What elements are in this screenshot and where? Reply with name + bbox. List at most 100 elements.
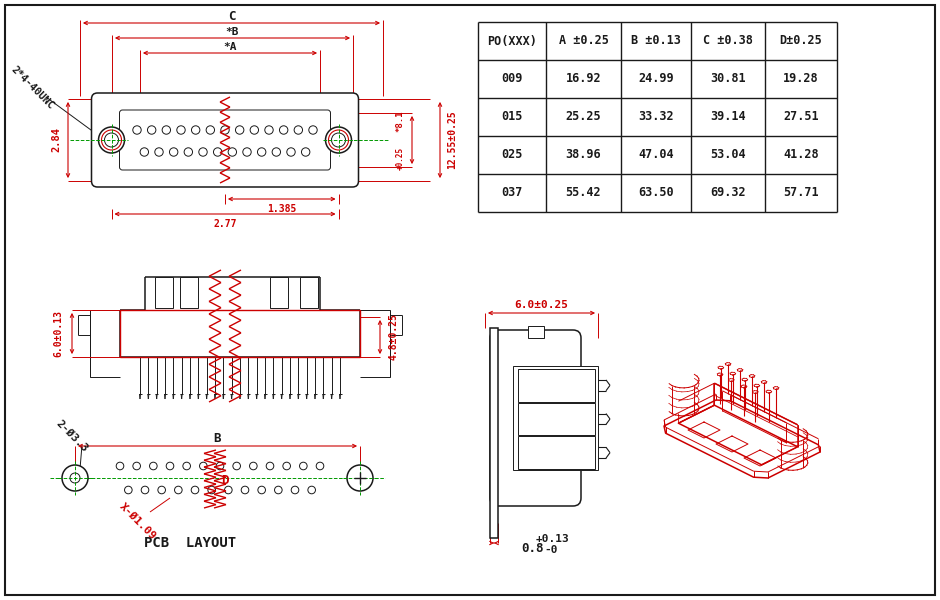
Circle shape bbox=[300, 462, 307, 470]
Circle shape bbox=[62, 465, 88, 491]
Text: 55.42: 55.42 bbox=[566, 187, 602, 199]
Circle shape bbox=[325, 127, 352, 153]
Circle shape bbox=[99, 127, 124, 153]
Bar bbox=[527, 326, 543, 338]
Circle shape bbox=[347, 465, 373, 491]
Text: +0.25: +0.25 bbox=[396, 147, 404, 170]
Circle shape bbox=[148, 126, 156, 134]
Circle shape bbox=[199, 462, 207, 470]
Text: 6.0±0.25: 6.0±0.25 bbox=[514, 300, 569, 310]
Bar bbox=[490, 328, 498, 538]
Circle shape bbox=[198, 148, 207, 156]
Circle shape bbox=[133, 126, 141, 134]
Text: PCB  LAYOUT: PCB LAYOUT bbox=[144, 536, 236, 550]
Text: 69.32: 69.32 bbox=[711, 187, 745, 199]
Circle shape bbox=[175, 486, 182, 494]
Bar bbox=[513, 366, 598, 470]
Bar bbox=[518, 403, 595, 436]
Circle shape bbox=[191, 486, 198, 494]
Bar bbox=[270, 277, 288, 308]
Bar bbox=[180, 277, 198, 308]
Text: 19.28: 19.28 bbox=[783, 73, 819, 85]
Circle shape bbox=[216, 462, 224, 470]
Text: 12.55±0.25: 12.55±0.25 bbox=[447, 110, 457, 169]
Text: 33.32: 33.32 bbox=[638, 110, 674, 124]
Text: *B: *B bbox=[226, 27, 240, 37]
Text: 38.96: 38.96 bbox=[566, 148, 602, 161]
Text: 53.04: 53.04 bbox=[711, 148, 745, 161]
Circle shape bbox=[332, 133, 346, 147]
Text: 30.81: 30.81 bbox=[711, 73, 745, 85]
Circle shape bbox=[169, 148, 178, 156]
Text: -0: -0 bbox=[544, 545, 557, 555]
Circle shape bbox=[141, 486, 149, 494]
Text: D: D bbox=[221, 474, 228, 487]
Text: 015: 015 bbox=[501, 110, 523, 124]
Circle shape bbox=[221, 126, 229, 134]
Text: +0.13: +0.13 bbox=[536, 534, 570, 544]
Circle shape bbox=[250, 126, 258, 134]
Circle shape bbox=[158, 486, 165, 494]
Circle shape bbox=[233, 462, 241, 470]
Text: 16.92: 16.92 bbox=[566, 73, 602, 85]
Text: B: B bbox=[213, 433, 221, 445]
Bar bbox=[120, 310, 360, 357]
Text: 63.50: 63.50 bbox=[638, 187, 674, 199]
Circle shape bbox=[287, 148, 295, 156]
Text: 27.51: 27.51 bbox=[783, 110, 819, 124]
Circle shape bbox=[213, 148, 222, 156]
Circle shape bbox=[309, 126, 317, 134]
Circle shape bbox=[258, 148, 266, 156]
Circle shape bbox=[208, 486, 215, 494]
Text: 24.99: 24.99 bbox=[638, 73, 674, 85]
Text: 2-Ø3.3: 2-Ø3.3 bbox=[55, 418, 90, 454]
Text: 57.71: 57.71 bbox=[783, 187, 819, 199]
FancyBboxPatch shape bbox=[91, 93, 358, 187]
Circle shape bbox=[166, 462, 174, 470]
Text: *8.1: *8.1 bbox=[396, 111, 404, 132]
Text: *A: *A bbox=[224, 42, 237, 52]
FancyBboxPatch shape bbox=[119, 110, 331, 170]
Bar bbox=[300, 277, 318, 308]
Text: C ±0.38: C ±0.38 bbox=[703, 34, 753, 47]
Text: C: C bbox=[227, 10, 235, 23]
Circle shape bbox=[302, 148, 310, 156]
Circle shape bbox=[249, 462, 258, 470]
Text: 037: 037 bbox=[501, 187, 523, 199]
FancyBboxPatch shape bbox=[490, 330, 581, 506]
Circle shape bbox=[177, 126, 185, 134]
Circle shape bbox=[258, 486, 265, 494]
Circle shape bbox=[104, 133, 118, 147]
Text: 2*4-40UNC: 2*4-40UNC bbox=[8, 65, 55, 112]
Circle shape bbox=[294, 126, 303, 134]
Circle shape bbox=[117, 462, 124, 470]
Bar bbox=[155, 277, 173, 308]
Circle shape bbox=[124, 486, 133, 494]
Text: 009: 009 bbox=[501, 73, 523, 85]
Circle shape bbox=[279, 126, 288, 134]
Circle shape bbox=[162, 126, 170, 134]
Text: 1.385: 1.385 bbox=[267, 204, 296, 214]
Text: 4.8±0.25: 4.8±0.25 bbox=[389, 313, 399, 361]
Circle shape bbox=[225, 486, 232, 494]
Circle shape bbox=[192, 126, 200, 134]
Text: A ±0.25: A ±0.25 bbox=[558, 34, 608, 47]
Text: D±0.25: D±0.25 bbox=[779, 34, 822, 47]
Circle shape bbox=[316, 462, 323, 470]
Circle shape bbox=[242, 486, 249, 494]
Text: PO(XXX): PO(XXX) bbox=[487, 34, 537, 47]
Circle shape bbox=[140, 148, 149, 156]
Circle shape bbox=[149, 462, 157, 470]
Text: 0.8: 0.8 bbox=[522, 541, 544, 554]
Circle shape bbox=[283, 462, 290, 470]
Text: 6.0±0.13: 6.0±0.13 bbox=[53, 310, 63, 357]
Circle shape bbox=[235, 126, 243, 134]
Text: 2.77: 2.77 bbox=[213, 219, 237, 229]
Circle shape bbox=[273, 148, 280, 156]
Text: 025: 025 bbox=[501, 148, 523, 161]
Circle shape bbox=[155, 148, 164, 156]
Circle shape bbox=[184, 148, 193, 156]
Text: 25.25: 25.25 bbox=[566, 110, 602, 124]
Bar bbox=[518, 436, 595, 469]
Circle shape bbox=[265, 126, 274, 134]
